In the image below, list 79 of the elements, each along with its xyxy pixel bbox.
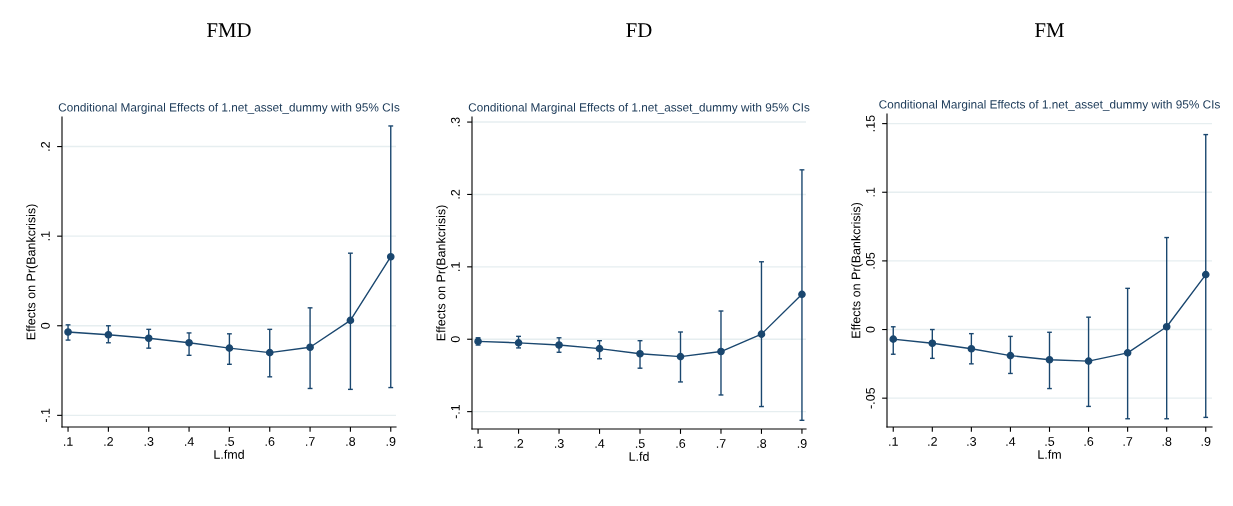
x-tick-label: .8: [757, 439, 767, 448]
point: [104, 330, 113, 339]
point: [967, 344, 976, 353]
point: [144, 334, 153, 343]
point: [1162, 322, 1171, 331]
point: [64, 328, 72, 336]
y-tick-label: .1: [41, 231, 50, 241]
x-tick-label: .9: [1201, 437, 1211, 446]
x-tick-label: .6: [265, 437, 275, 446]
point: [889, 335, 898, 343]
point: [265, 348, 274, 357]
x-tick-label: .3: [554, 439, 564, 448]
point: [1045, 355, 1054, 364]
x-axis-title: L.fmd: [214, 449, 244, 459]
chart-title: FMD: [207, 23, 251, 38]
point: [386, 252, 395, 261]
x-tick-label: .6: [1084, 437, 1094, 446]
x-tick-label: .8: [346, 437, 356, 446]
x-tick-label: .7: [716, 439, 726, 448]
point: [1006, 351, 1015, 360]
x-tick-label: .7: [306, 437, 315, 446]
x-tick-label: .4: [184, 437, 194, 446]
point: [798, 290, 806, 299]
x-tick-label: .2: [928, 437, 937, 446]
y-tick-label: .05: [865, 252, 875, 269]
point: [928, 339, 937, 348]
y-tick-label: -.1: [41, 408, 50, 423]
y-axis-title: Effects on Pr(Bankcrisis): [436, 205, 448, 341]
point: [514, 339, 523, 347]
x-tick-label: .1: [474, 439, 483, 448]
point: [306, 343, 314, 352]
x-tick-label: .8: [1162, 437, 1172, 446]
y-tick-label: 0: [450, 336, 460, 343]
y-tick-label: .1: [866, 187, 875, 197]
x-tick-label: .3: [967, 437, 977, 446]
point: [225, 344, 234, 352]
point: [717, 347, 725, 356]
x-tick-label: .9: [386, 437, 396, 446]
chart-title: FD: [626, 23, 652, 38]
y-axis-title: Effects on Pr(Bankcrisis): [851, 202, 863, 338]
x-tick-label: .6: [676, 439, 686, 448]
point: [1123, 349, 1132, 357]
y-tick-label: 0: [865, 326, 875, 333]
x-tick-label: .2: [104, 437, 113, 446]
point: [636, 349, 644, 358]
y-tick-label: -.1: [451, 404, 460, 419]
y-tick-label: 0: [40, 322, 50, 329]
y-tick-label: .1: [451, 262, 460, 271]
x-tick-label: .2: [514, 439, 524, 448]
x-axis-title: L.fm: [1038, 449, 1061, 459]
point: [595, 344, 604, 353]
y-tick-label: -.05: [865, 387, 875, 409]
x-tick-label: .1: [889, 437, 898, 446]
x-tick-label: .7: [1123, 437, 1133, 446]
x-tick-label: .9: [797, 439, 807, 448]
x-tick-label: .5: [635, 439, 645, 448]
x-tick-label: .4: [595, 439, 605, 448]
x-tick-label: .5: [1045, 437, 1055, 446]
y-tick-label: .15: [866, 115, 875, 132]
y-tick-label: .2: [40, 141, 50, 151]
x-tick-label: .4: [1006, 437, 1016, 446]
y-tick-label: .2: [450, 189, 460, 199]
x-axis-title: L.fd: [629, 451, 649, 461]
x-tick-label: .5: [225, 437, 235, 446]
chart-subtitle: Conditional Marginal Effects of 1.net_asset_dummy with 95% CIs: [58, 102, 400, 114]
point: [185, 338, 193, 347]
y-tick-label: .3: [450, 117, 460, 127]
chart-title: FM: [1035, 23, 1064, 38]
point: [1201, 270, 1210, 279]
y-axis-title: Effects on Pr(Bankcrisis): [26, 204, 38, 340]
chart-subtitle: Conditional Marginal Effects of 1.net_asset_dummy with 95% CIs: [879, 99, 1220, 111]
point: [676, 352, 685, 361]
chart-subtitle: Conditional Marginal Effects of 1.net_asset_dummy with 95% CIs: [468, 102, 810, 114]
point: [555, 341, 563, 349]
point: [346, 316, 355, 325]
point: [757, 330, 766, 338]
x-tick-label: .1: [63, 437, 73, 446]
point: [1084, 357, 1093, 365]
x-tick-label: .3: [144, 437, 154, 446]
